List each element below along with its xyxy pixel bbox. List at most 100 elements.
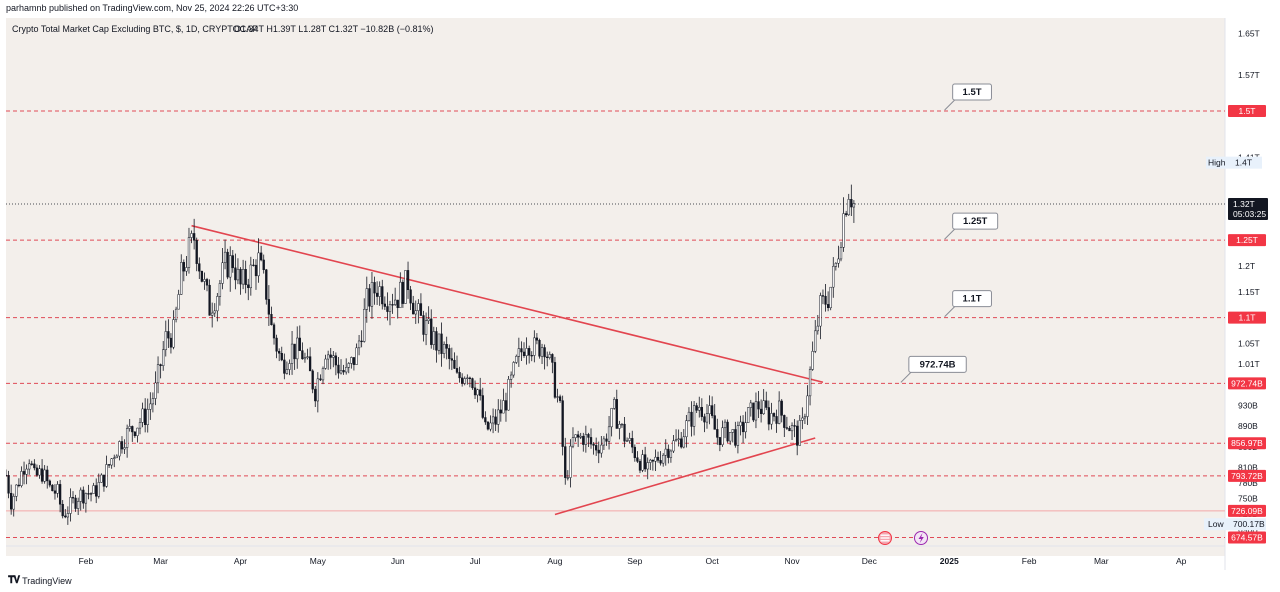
candle-body [468, 377, 472, 379]
candle-body [53, 490, 57, 494]
candle-body [543, 347, 546, 358]
level-note-box[interactable] [952, 83, 992, 101]
candle-body [128, 426, 131, 429]
candle-body [236, 268, 240, 281]
candle-body [172, 319, 175, 348]
level-price-label-bg [1228, 531, 1266, 544]
candle-body [615, 399, 618, 429]
candle-body [293, 343, 296, 360]
candle-body [133, 431, 137, 436]
candle-body [162, 349, 165, 366]
candle-body [17, 484, 21, 487]
candle-body [643, 454, 647, 470]
candle-body [6, 474, 8, 477]
candle-body [729, 432, 732, 442]
candle-body [388, 304, 392, 312]
candle-body [793, 425, 796, 427]
level-price-label: 726.09B [1231, 506, 1263, 516]
candle-body [229, 255, 232, 278]
candle-body [455, 368, 459, 373]
candle-body [30, 463, 33, 465]
candle-body [522, 351, 526, 356]
y-tick-label: 930B [1238, 400, 1258, 410]
y-tick-label: 1.57T [1238, 70, 1260, 80]
candle-body [97, 482, 100, 497]
candle-body [484, 417, 487, 423]
candle-body [303, 357, 307, 360]
lightning-icon[interactable] [914, 531, 928, 545]
trendline[interactable] [554, 437, 816, 516]
candle-body [290, 343, 294, 364]
candle-body [656, 456, 660, 461]
candle-body [319, 378, 322, 381]
candle-body [149, 403, 152, 410]
candle-body [115, 455, 118, 459]
level-price-label-bg [1228, 377, 1266, 390]
candle-body [659, 460, 662, 464]
candle-body [365, 288, 368, 310]
candle-body [417, 303, 420, 311]
level-note-box[interactable] [952, 290, 992, 308]
candle-body [82, 489, 85, 504]
candle-body [582, 435, 585, 445]
candle-body [589, 437, 593, 445]
event-icons[interactable] [878, 531, 928, 545]
y-tick-label: 1.65T [1238, 28, 1260, 38]
candle-body [672, 440, 675, 452]
candle-body [654, 456, 657, 462]
candle-body [687, 411, 691, 421]
candle-body [466, 377, 469, 379]
candle-body [440, 333, 443, 354]
candle-body [772, 413, 776, 417]
candle-body [211, 312, 214, 316]
x-tick-label: Jun [391, 556, 405, 566]
legend-ohlc: O1.34T H1.39T L1.28T C1.32T −10.82B (−0.… [234, 24, 433, 34]
countdown-label: 05:03:25 [1233, 209, 1266, 219]
candle-body [316, 378, 319, 402]
candle-body [146, 409, 149, 425]
level-price-label: 1.1T [1238, 313, 1255, 323]
candle-body [249, 264, 252, 289]
candle-body [829, 286, 832, 309]
flag-icon[interactable] [878, 531, 892, 545]
candle-body [535, 337, 539, 341]
x-tick-label: Feb [79, 556, 94, 566]
candle-body [538, 340, 541, 357]
candle-body [208, 284, 211, 316]
candle-body [512, 362, 515, 376]
candle-body [556, 396, 559, 398]
candle-body [254, 264, 258, 277]
candle-body [79, 489, 82, 502]
tradingview-logo[interactable]: 𝐓𝐕 TradingView [8, 575, 72, 586]
candle-body [435, 331, 438, 351]
candle-body [765, 400, 768, 408]
level-note-box[interactable] [908, 355, 967, 373]
candle-body [667, 448, 670, 458]
candle-body [741, 421, 745, 433]
candle-body [339, 370, 343, 374]
candle-body [633, 446, 636, 458]
candle-body [375, 292, 379, 297]
candle-body [576, 434, 580, 438]
horizontal-levels [6, 110, 1225, 538]
level-note-box[interactable] [952, 212, 999, 230]
candle-body [352, 357, 356, 365]
candle-body [638, 461, 642, 471]
candle-body [445, 344, 448, 349]
candle-body [58, 484, 62, 505]
trendline[interactable] [191, 224, 824, 384]
candle-body [77, 501, 80, 509]
candle-body [821, 295, 825, 297]
level-price-label: 972.74B [1231, 378, 1263, 388]
candle-body [71, 497, 75, 499]
last-price-label-bg [1228, 197, 1268, 220]
x-tick-label: May [310, 556, 327, 566]
candle-body [190, 233, 193, 238]
level-notes[interactable]: 1.5T 1.25T 1.1T 972.74B [900, 83, 999, 383]
candle-body [100, 474, 103, 483]
candle-body [61, 503, 64, 517]
candle-body [801, 417, 804, 421]
candle-body [783, 415, 786, 428]
candle-body [7, 475, 10, 494]
